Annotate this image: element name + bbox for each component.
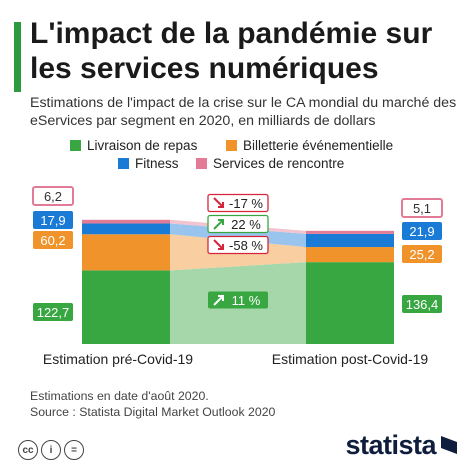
arrow-up-icon [213, 295, 224, 306]
change-label: 11 % [232, 293, 261, 308]
legend-swatch [70, 140, 81, 151]
legend-item-billetterie: Billetterie événementielle [226, 138, 393, 154]
accent-bar [14, 22, 21, 92]
data-label: 25,2 [409, 247, 434, 262]
data-label: 122,7 [37, 305, 70, 320]
legend-item-fitness: Fitness [118, 156, 179, 172]
data-label-box [402, 295, 442, 313]
data-label-box [33, 231, 73, 249]
legend-swatch [196, 158, 207, 169]
chart-legend: Livraison de repas Billetterie événement… [70, 136, 450, 172]
bar-segment [82, 219, 170, 224]
data-label-box [402, 222, 442, 240]
data-label: 17,9 [40, 213, 65, 228]
connector-band [170, 223, 306, 248]
legend-swatch [118, 158, 129, 169]
data-label-box [402, 245, 442, 263]
data-label-box [401, 198, 443, 218]
legend-label: Livraison de repas [87, 138, 198, 153]
data-label: 5,1 [413, 201, 431, 216]
statista-logo[interactable]: statista [345, 430, 436, 460]
change-label: -17 % [229, 196, 263, 211]
bar-segment [306, 247, 394, 263]
bar-segment [82, 270, 170, 344]
category-label: Estimation post-Covid-19 [272, 351, 429, 367]
data-label: 60,2 [40, 233, 65, 248]
legend-swatch [226, 140, 237, 151]
category-label: Estimation pré-Covid-19 [43, 351, 193, 367]
legend-label: Services de rencontre [213, 156, 345, 171]
legend-item-livraison: Livraison de repas [70, 138, 197, 154]
bar-segment [306, 230, 394, 234]
bar-segment [82, 223, 170, 235]
bar-segment [82, 234, 170, 271]
legend-label: Fitness [135, 156, 179, 171]
license-icons: cc i = [18, 440, 87, 460]
bar-segment [306, 262, 394, 344]
arrow-up-icon [213, 219, 224, 230]
bar-segment [306, 233, 394, 248]
page-title: L'impact de la pandémie sur les services… [30, 17, 433, 85]
footnote-date: Estimations en date d'août 2020. [30, 389, 209, 403]
data-label-box [32, 186, 74, 206]
data-label-box [33, 211, 73, 229]
attribution-icon[interactable]: i [41, 440, 61, 460]
data-label: 21,9 [409, 224, 434, 239]
data-label: 136,4 [406, 297, 439, 312]
creative-commons-icon[interactable]: cc [18, 440, 38, 460]
change-label: -58 % [229, 238, 263, 253]
legend-item-rencontre: Services de rencontre [196, 156, 344, 172]
data-label-box [33, 303, 73, 321]
arrow-down-icon [213, 197, 224, 208]
legend-label: Billetterie événementielle [243, 138, 394, 153]
arrow-down-icon [213, 239, 224, 250]
statista-logo-mark-icon [441, 436, 457, 454]
footnote-source: Source : Statista Digital Market Outlook… [30, 405, 276, 419]
no-derivatives-icon[interactable]: = [64, 440, 84, 460]
data-label: 6,2 [44, 189, 62, 204]
page-subtitle: Estimations de l'impact de la crise sur … [30, 95, 457, 129]
change-label: 22 % [231, 217, 261, 232]
